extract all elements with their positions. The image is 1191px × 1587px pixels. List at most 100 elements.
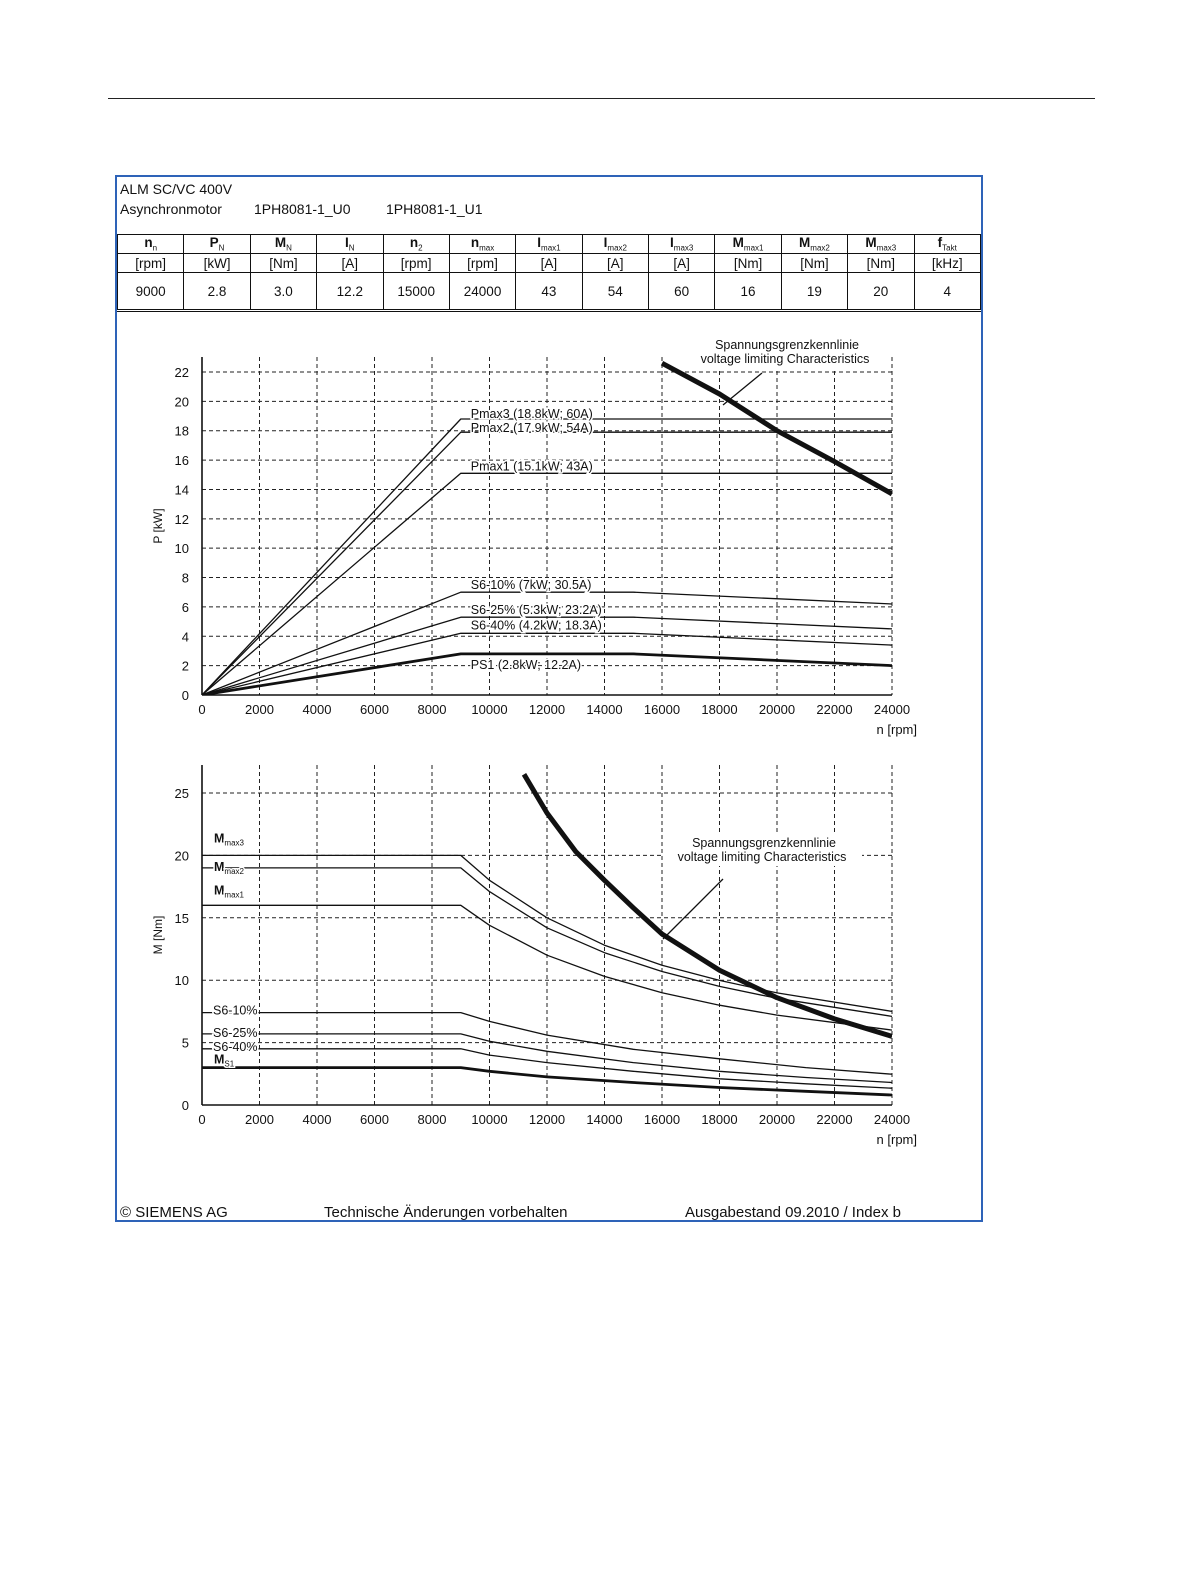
torque-y-tick-0: 0: [182, 1098, 189, 1113]
spec-value-8: 60: [647, 272, 716, 310]
torque-curve-label-1: Mmax2: [214, 860, 245, 876]
power-x-tick-0: 0: [198, 702, 205, 717]
power-callout-line1: Spannungsgrenzkennlinie: [715, 338, 859, 352]
torque-y-tick-5: 25: [175, 786, 189, 801]
motor-type: Asynchronmotor: [120, 201, 222, 217]
power-y-tick-2: 4: [182, 629, 189, 644]
torque-series-3: [202, 1011, 892, 1075]
table-bottom-rule: [117, 311, 981, 312]
power-x-tick-5: 10000: [471, 702, 507, 717]
spec-unit-9: [Nm]: [714, 253, 782, 273]
power-y-tick-10: 20: [175, 394, 189, 409]
torque-y-tick-1: 5: [182, 1036, 189, 1051]
power-x-label: n [rpm]: [877, 722, 917, 737]
model-b: 1PH8081-1_U1: [386, 201, 483, 217]
torque-curve-label-0: Mmax3: [214, 831, 245, 847]
top-rule: [108, 98, 1095, 99]
torque-x-label: n [rpm]: [877, 1132, 917, 1147]
torque-x-tick-11: 22000: [816, 1112, 852, 1127]
torque-series-7: [521, 773, 892, 1039]
torque-curve-label-sub-0: max3: [224, 838, 244, 847]
torque-curve-label-3: S6-10%: [213, 1004, 257, 1018]
torque-x-tick-1: 2000: [245, 1112, 274, 1127]
power-chart: 0 2000 4000 6000 8000 10000 12000 14000 16000 180…: [151, 334, 917, 737]
spec-value-9: 16: [714, 272, 782, 310]
torque-chart: 0 2000 4000 6000 8000 10000 12000 14000 16000 180…: [151, 765, 917, 1147]
power-callout-leader: [722, 372, 763, 406]
torque-x-tick-8: 16000: [644, 1112, 680, 1127]
spec-value-1: 2.8: [183, 272, 251, 310]
spec-value-7: 54: [581, 272, 650, 310]
power-series-label-5: S6-40% (4.2kW; 18.3A): [471, 618, 602, 632]
model-a: 1PH8081-1_U0: [254, 201, 351, 217]
power-y-tick-4: 8: [182, 571, 189, 586]
datasheet-header: ALM SC/VC 400V Asynchronmotor 1PH8081-1_U…: [120, 179, 483, 219]
torque-x-tick-3: 6000: [360, 1112, 389, 1127]
power-y-tick-8: 16: [175, 453, 189, 468]
spec-value-5: 24000: [448, 272, 517, 310]
power-x-tick-10: 20000: [759, 702, 795, 717]
spec-unit-7: [A]: [581, 253, 650, 273]
spec-value-10: 19: [780, 272, 849, 310]
torque-x-tick-0: 0: [198, 1112, 205, 1127]
power-series-label-6: PS1 (2.8kW; 12.2A): [471, 658, 581, 672]
spec-unit-5: [rpm]: [448, 253, 517, 273]
power-y-tick-6: 12: [175, 512, 189, 527]
spec-symbol-10: Mmax2: [780, 234, 849, 254]
supply-line: ALM SC/VC 400V: [120, 181, 233, 197]
torque-series-5: [202, 1048, 892, 1089]
torque-x-tick-4: 8000: [418, 1112, 447, 1127]
torque-curve-label-5: S6-40%: [213, 1040, 257, 1054]
torque-y-tick-4: 20: [175, 848, 189, 863]
spec-value-6: 43: [515, 272, 583, 310]
torque-series-2: [202, 904, 892, 1031]
power-series-label-3: S6-10% (7kW; 30.5A): [471, 578, 592, 592]
torque-x-tick-7: 14000: [586, 1112, 622, 1127]
power-series-4: [202, 616, 892, 695]
spec-value-12: 4: [913, 272, 981, 310]
torque-series-4: [202, 1033, 892, 1084]
torque-curve-label-4: S6-25%: [213, 1026, 257, 1040]
torque-x-tick-10: 20000: [759, 1112, 795, 1127]
power-x-tick-12: 24000: [874, 702, 910, 717]
torque-curve-label-2: Mmax1: [214, 883, 245, 899]
spec-unit-10: [Nm]: [780, 253, 849, 273]
spec-unit-12: [kHz]: [913, 253, 981, 273]
torque-series-1: [202, 867, 892, 1018]
torque-x-tick-9: 18000: [701, 1112, 737, 1127]
torque-callout-box: [664, 832, 862, 866]
torque-x-tick-12: 24000: [874, 1112, 910, 1127]
spec-value-0: 9000: [116, 272, 185, 310]
torque-curve-label-sub-6: S1: [224, 1060, 234, 1069]
power-y-tick-5: 10: [175, 541, 189, 556]
power-y-tick-3: 6: [182, 600, 189, 615]
power-series-label-2: Pmax1 (15.1kW; 43A): [471, 459, 593, 473]
power-y-tick-1: 2: [182, 659, 189, 674]
power-x-tick-11: 22000: [816, 702, 852, 717]
spec-value-row: 9000 2.8 3.0 12.2 15000 24000 43 54 60 16 19 20 4: [116, 272, 981, 310]
power-y-tick-7: 14: [175, 482, 189, 497]
power-x-tick-6: 12000: [529, 702, 565, 717]
footer-edition: Ausgabestand 09.2010 / Index b: [685, 1204, 902, 1221]
torque-callout-line2: voltage limiting Characteristics: [678, 850, 847, 864]
spec-unit-8: [A]: [647, 253, 716, 273]
footer-copyright: © SIEMENS AG: [120, 1204, 228, 1221]
power-x-tick-9: 18000: [701, 702, 737, 717]
spec-unit-0: [rpm]: [116, 253, 185, 273]
power-series-5: [202, 632, 892, 695]
power-y-tick-11: 22: [175, 365, 189, 380]
torque-curve-label-sub-2: max1: [224, 890, 244, 899]
power-y-tick-9: 18: [175, 424, 189, 439]
power-x-tick-2: 4000: [303, 702, 332, 717]
spec-value-3: 12.2: [316, 272, 384, 310]
footer-notice: Technische Änderungen vorbehalten: [324, 1204, 568, 1221]
power-y-label: P [kW]: [151, 508, 165, 543]
spec-value-11: 20: [847, 272, 915, 310]
spec-symbol-5: nmax: [448, 234, 517, 254]
power-series-2: [202, 472, 892, 695]
spec-value-4: 15000: [382, 272, 450, 310]
power-callout-line2: voltage limiting Characteristics: [701, 352, 870, 366]
power-x-tick-1: 2000: [245, 702, 274, 717]
torque-x-tick-5: 10000: [471, 1112, 507, 1127]
power-x-tick-7: 14000: [586, 702, 622, 717]
